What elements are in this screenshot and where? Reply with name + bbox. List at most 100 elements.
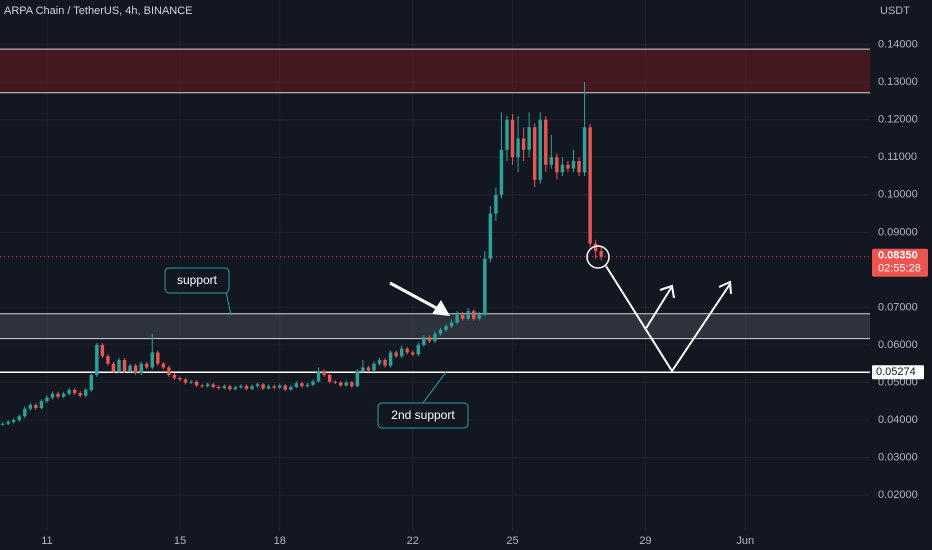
x-tick-label: 22 <box>407 535 419 547</box>
candle-body <box>217 386 221 389</box>
candle-body <box>311 381 315 385</box>
candle-body <box>516 138 520 158</box>
candle-body <box>255 384 260 387</box>
countdown: 02:55:28 <box>878 263 921 275</box>
zone <box>0 49 870 93</box>
candle-body <box>222 386 227 389</box>
candle-body <box>244 385 249 389</box>
candle-body <box>84 389 88 396</box>
candle-body <box>416 344 421 355</box>
candle-body <box>316 371 321 382</box>
y-tick-label: 0.04000 <box>878 414 918 426</box>
candle-body <box>593 243 598 252</box>
candle-body <box>477 314 481 319</box>
highlight-circle <box>586 245 610 269</box>
candle-body <box>283 385 288 390</box>
candle-body <box>133 365 138 374</box>
candle-body <box>272 386 276 388</box>
x-tick-label: 25 <box>506 535 518 547</box>
candle-body <box>549 157 554 165</box>
candle-body <box>205 384 210 387</box>
candle-body <box>555 157 559 173</box>
y-tick-label: 0.14000 <box>878 39 918 51</box>
callout-text: 2nd support <box>391 408 455 422</box>
candle-body <box>422 337 426 345</box>
candle-body <box>488 213 493 259</box>
candle-body <box>11 420 16 422</box>
candle-body <box>78 392 82 396</box>
candle-body <box>200 385 204 387</box>
candle-body <box>338 382 343 386</box>
candle-body <box>172 374 177 378</box>
candle-body <box>100 344 105 357</box>
candle-body <box>111 363 116 372</box>
candle-body <box>411 352 415 355</box>
candle-body <box>532 127 537 180</box>
candle-body <box>239 385 243 388</box>
candle-body <box>17 416 21 421</box>
candle-body <box>388 352 393 366</box>
candle-body <box>294 383 299 387</box>
x-tick-label: 15 <box>174 535 186 547</box>
callout-tail <box>422 371 447 404</box>
candle-body <box>89 374 94 390</box>
candle-body <box>333 381 337 383</box>
candle-body <box>566 164 570 169</box>
candle-body <box>6 421 10 424</box>
last-price-box <box>872 248 928 277</box>
candle-body <box>161 363 166 368</box>
candle-body <box>228 386 232 390</box>
candle-body <box>145 363 149 368</box>
candles <box>0 82 603 426</box>
candle-body <box>23 408 27 417</box>
projection-branch-head <box>659 284 675 299</box>
candle-body <box>366 367 371 371</box>
callout-box <box>164 267 230 294</box>
callout-box <box>377 402 469 429</box>
candle-body <box>117 359 121 372</box>
candle-body <box>61 393 66 397</box>
candle-body <box>266 386 271 389</box>
candle-body <box>189 381 193 383</box>
candle-body <box>289 386 293 390</box>
y-tick-label: 0.11000 <box>878 151 917 163</box>
candle-body <box>139 363 143 374</box>
candle-body <box>50 393 55 398</box>
candle-body <box>233 387 238 390</box>
candle-body <box>449 322 454 327</box>
candle-body <box>128 365 132 372</box>
candle-body <box>344 382 348 386</box>
candle-body <box>278 385 282 388</box>
candle-body <box>483 258 487 315</box>
candle-body <box>305 384 310 387</box>
y-tick-label: 0.09000 <box>878 226 918 238</box>
candle-body <box>28 405 33 409</box>
y-tick-label: 0.10000 <box>878 189 918 201</box>
candle-body <box>494 194 498 214</box>
candle-body <box>211 384 215 387</box>
candle-body <box>438 329 443 334</box>
candle-body <box>571 161 576 169</box>
candle-body <box>455 314 459 323</box>
candle-body <box>95 344 99 375</box>
candle-body <box>300 383 304 387</box>
candle-body <box>399 348 404 357</box>
level-label-box <box>872 365 924 380</box>
candle-body <box>178 377 182 380</box>
candle-body <box>355 371 360 387</box>
candle-body <box>510 119 515 158</box>
candle-body <box>45 397 49 402</box>
candle-body <box>499 149 504 195</box>
x-tick-label: 29 <box>639 535 651 547</box>
projection-path <box>605 265 731 373</box>
candle-body <box>405 348 409 353</box>
y-tick-label: 0.12000 <box>878 114 918 126</box>
candle-body <box>582 127 587 173</box>
callout-text: support <box>177 273 218 287</box>
candle-body <box>377 359 382 364</box>
candle-body <box>156 352 160 364</box>
candle-body <box>106 356 110 364</box>
candle-body <box>67 389 71 394</box>
